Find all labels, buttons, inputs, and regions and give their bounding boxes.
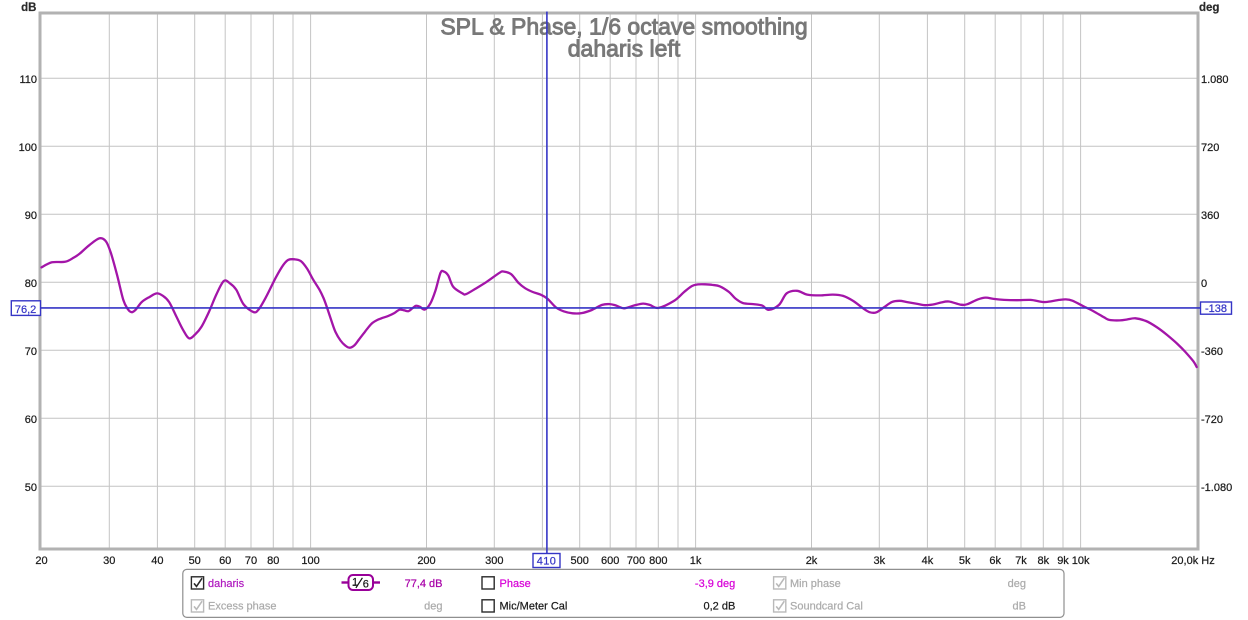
svg-text:0: 0 (1201, 278, 1207, 290)
svg-text:410: 410 (537, 555, 557, 567)
svg-text:6k: 6k (989, 555, 1001, 567)
svg-text:-138: -138 (1205, 303, 1227, 315)
svg-text:1: 1 (352, 576, 358, 588)
svg-text:3k: 3k (873, 555, 885, 567)
svg-text:4k: 4k (922, 555, 934, 567)
svg-text:20: 20 (35, 555, 47, 567)
svg-text:100: 100 (19, 142, 37, 154)
svg-text:50: 50 (189, 555, 201, 567)
svg-text:6: 6 (363, 578, 369, 590)
svg-text:77,4 dB: 77,4 dB (405, 578, 443, 590)
svg-text:Excess phase: Excess phase (208, 601, 276, 613)
svg-text:500: 500 (571, 555, 589, 567)
svg-text:60: 60 (25, 414, 37, 426)
svg-text:SPL & Phase, 1/6 octave smooth: SPL & Phase, 1/6 octave smoothing (440, 14, 807, 40)
svg-text:76,2: 76,2 (15, 304, 36, 316)
svg-text:-360: -360 (1201, 346, 1223, 358)
svg-text:-720: -720 (1201, 414, 1223, 426)
svg-text:110: 110 (19, 74, 37, 86)
svg-text:2k: 2k (806, 555, 818, 567)
svg-text:Min phase: Min phase (790, 578, 841, 590)
svg-text:20,0k Hz: 20,0k Hz (1171, 555, 1214, 567)
svg-text:360: 360 (1201, 210, 1219, 222)
svg-text:200: 200 (417, 555, 435, 567)
svg-text:-1.080: -1.080 (1201, 482, 1232, 494)
svg-text:Mic/Meter Cal: Mic/Meter Cal (500, 601, 568, 613)
svg-text:dB: dB (21, 2, 36, 14)
svg-text:deg: deg (1199, 2, 1219, 14)
svg-text:deg: deg (1008, 578, 1026, 590)
svg-text:Soundcard Cal: Soundcard Cal (790, 601, 863, 613)
svg-text:daharis: daharis (208, 578, 245, 590)
svg-text:9k: 9k (1057, 555, 1069, 567)
svg-text:daharis left: daharis left (568, 36, 681, 62)
svg-text:1k: 1k (690, 555, 702, 567)
svg-text:40: 40 (151, 555, 163, 567)
svg-text:30: 30 (103, 555, 115, 567)
svg-text:7k: 7k (1015, 555, 1027, 567)
svg-text:0,2 dB: 0,2 dB (703, 601, 735, 613)
svg-text:Phase: Phase (500, 578, 531, 590)
svg-text:300: 300 (485, 555, 503, 567)
svg-text:10k: 10k (1072, 555, 1090, 567)
svg-text:5k: 5k (959, 555, 971, 567)
svg-text:720: 720 (1201, 142, 1219, 154)
svg-text:90: 90 (25, 210, 37, 222)
svg-text:50: 50 (25, 482, 37, 494)
svg-text:700: 700 (627, 555, 645, 567)
svg-text:1.080: 1.080 (1201, 74, 1229, 86)
svg-text:600: 600 (601, 555, 619, 567)
svg-text:8k: 8k (1037, 555, 1049, 567)
svg-text:70: 70 (245, 555, 257, 567)
svg-text:-3,9 deg: -3,9 deg (695, 578, 735, 590)
svg-text:800: 800 (649, 555, 667, 567)
svg-text:dB: dB (1013, 601, 1026, 613)
svg-text:100: 100 (301, 555, 319, 567)
svg-text:60: 60 (219, 555, 231, 567)
svg-text:70: 70 (25, 346, 37, 358)
svg-text:deg: deg (424, 601, 442, 613)
svg-text:80: 80 (25, 278, 37, 290)
svg-text:80: 80 (267, 555, 279, 567)
